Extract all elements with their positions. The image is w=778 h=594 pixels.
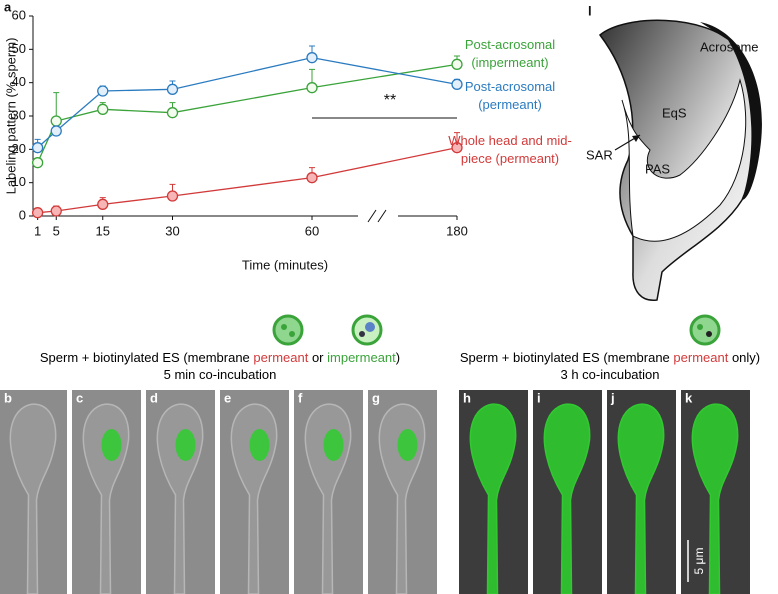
panel-label: h [463, 390, 471, 405]
panel-label: c [76, 390, 83, 405]
y-tick-label: 60 [12, 7, 26, 22]
caption-text: Sperm + biotinylated ES (membrane [459, 350, 674, 365]
diagram-label: EqS [662, 105, 687, 120]
caption-text: ) [395, 350, 401, 365]
panel-label: g [372, 390, 380, 405]
caption-text: permeant [253, 350, 309, 365]
marker [166, 107, 179, 119]
labeling [323, 429, 344, 461]
arrow-head [632, 135, 640, 142]
diagram-label: PAS [645, 161, 670, 176]
x-tick-label: 1 [34, 223, 41, 238]
sperm-outline [9, 403, 57, 594]
x-axis-label: Time (minutes) [242, 257, 328, 272]
sperm-outline [469, 403, 517, 594]
marker [32, 157, 44, 169]
y-tick-label: 10 [12, 174, 26, 189]
panel-label: b [4, 390, 12, 405]
caption: Sperm + biotinylated ES (membrane permea… [410, 349, 778, 366]
y-tick-label: 40 [12, 74, 26, 89]
caption-text: only) [728, 350, 761, 365]
marker [50, 115, 62, 127]
panel-label: i [537, 390, 541, 405]
caption: Sperm + biotinylated ES (membrane permea… [20, 349, 420, 366]
labeling [249, 429, 270, 461]
caption: 3 h co-incubation [560, 367, 660, 382]
marker [50, 205, 62, 217]
x-tick-label: 30 [165, 223, 179, 238]
marker [50, 125, 62, 137]
labeling [175, 429, 196, 461]
x-tick-label: 5 [53, 223, 60, 238]
marker [97, 103, 109, 115]
y-tick-label: 50 [12, 41, 26, 56]
x-tick-label: 15 [96, 223, 110, 238]
acrosome-edge [700, 22, 762, 200]
sperm-outline [617, 403, 665, 594]
y-axis-label: Labeling pattern (% sperm) [3, 38, 18, 195]
marker [451, 78, 463, 90]
panel-label: d [150, 390, 158, 405]
y-tick-label: 0 [19, 207, 26, 222]
marker [451, 58, 463, 70]
y-tick-label: 20 [12, 141, 26, 156]
legend-entry: Post-acrosomal (permeant) [464, 79, 556, 112]
panel-label: l [588, 3, 592, 18]
caption-text: permeant [673, 350, 729, 365]
significance: ** [384, 92, 396, 109]
y-tick-label: 30 [12, 107, 26, 122]
caption-text: Sperm + biotinylated ES (membrane [39, 350, 254, 365]
cell-icon [689, 314, 721, 346]
axis-break [367, 209, 387, 223]
marker [97, 85, 109, 97]
marker [166, 190, 179, 202]
cell-icon [351, 314, 383, 346]
sperm-outline [543, 403, 591, 594]
cell-icon [272, 314, 304, 346]
labeling [397, 429, 418, 461]
caption-text: or [308, 350, 328, 365]
marker [97, 198, 109, 210]
marker [32, 207, 44, 219]
scale-bar-label: 5 μm [692, 548, 706, 575]
sperm-outline [691, 403, 739, 594]
panel-label: a [4, 0, 12, 14]
inner-region [621, 78, 747, 242]
panel-label: k [685, 390, 693, 405]
caption-text: impermeant [327, 350, 396, 365]
panel-label: e [224, 390, 231, 405]
x-tick-label: 180 [446, 223, 468, 238]
marker [166, 83, 179, 95]
panel-label: f [298, 390, 303, 405]
marker [451, 142, 463, 154]
labeling [101, 429, 122, 461]
marker [306, 82, 318, 94]
diagram-label: Acrosome [700, 39, 759, 54]
legend-entry: Post-acrosomal (impermeant) [464, 37, 556, 70]
panel-label: j [610, 390, 615, 405]
marker [306, 172, 318, 184]
marker [32, 142, 44, 154]
caption: 5 min co-incubation [163, 367, 277, 382]
diagram-label: SAR [586, 147, 613, 162]
marker [306, 52, 318, 64]
legend-entry: Whole head and mid-piece (permeant) [448, 133, 572, 166]
x-tick-label: 60 [305, 223, 319, 238]
